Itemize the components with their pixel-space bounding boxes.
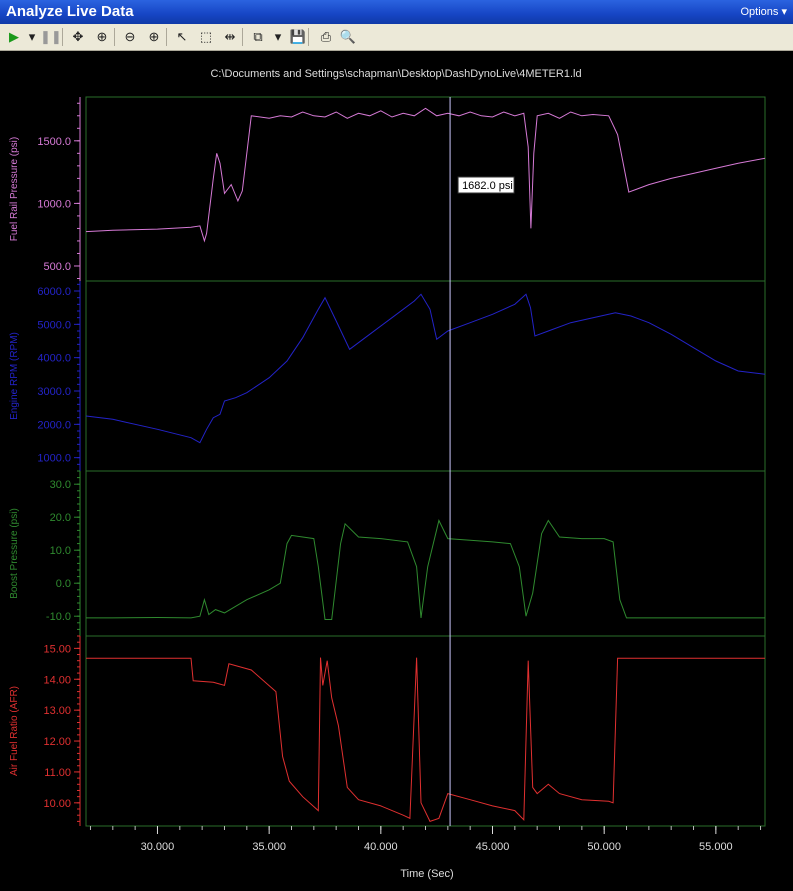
select-rect-icon[interactable]: ⬚ (199, 29, 213, 44)
y-tick-label: 10.0 (50, 545, 71, 557)
pan-icon[interactable]: ✥ (72, 29, 84, 44)
y-tick-label: 1000.0 (37, 453, 71, 465)
y-tick-label: 1000.0 (37, 198, 71, 210)
play-icon[interactable]: ▶ (9, 29, 19, 44)
play-dropdown-icon[interactable]: ▾ (28, 29, 36, 44)
y-tick-label: 1500.0 (37, 136, 71, 148)
toolbar-separator (166, 28, 167, 46)
print-preview-icon[interactable]: 🔍 (339, 29, 357, 44)
y-tick-label: 20.0 (50, 512, 71, 524)
chart-background (2, 51, 791, 886)
options-label: Options (740, 6, 779, 18)
y-tick-label: 0.0 (56, 578, 71, 590)
x-axis-label: Time (Sec) (400, 868, 453, 880)
y-axis-label: Boost Pressure (psi) (9, 508, 20, 599)
copy-icon[interactable]: ⧉ (253, 29, 263, 44)
x-tick-label: 55.000 (699, 841, 733, 853)
zoom-out-icon[interactable]: ⊖ (124, 29, 136, 44)
save-icon[interactable]: 💾 (289, 29, 307, 44)
y-tick-label: -10.0 (46, 611, 71, 623)
print-icon[interactable]: ⎙ (320, 29, 332, 44)
y-axis-label: Engine RPM (RPM) (9, 332, 20, 420)
cursor-value-label: 1682.0 psi (462, 180, 513, 192)
cursor-split-icon[interactable]: ⇹ (224, 29, 236, 44)
toolbar-separator (62, 28, 63, 46)
series-line-2 (86, 519, 765, 620)
panel-1: 1000.0 2000.0 3000.0 4000.0 5000.0 6000.0 Engi… (9, 280, 766, 472)
pause-icon[interactable]: ❚❚ (40, 29, 62, 44)
series-line-1 (85, 293, 766, 444)
x-tick-label: 35.000 (252, 841, 286, 853)
chart-title: C:\Documents and Settings\schapman\Deskt… (210, 68, 581, 80)
y-tick-label: 14.00 (43, 674, 71, 686)
y-axis-label: Fuel Rail Pressure (psi) (9, 137, 20, 241)
zoom-fit-icon[interactable]: ⊕ (96, 29, 108, 44)
y-tick-label: 3000.0 (37, 386, 71, 398)
y-tick-label: 10.00 (43, 798, 71, 810)
y-tick-label: 500.0 (43, 261, 71, 273)
x-tick-label: 40.000 (364, 841, 398, 853)
toolbar-separator (114, 28, 115, 46)
y-tick-label: 4000.0 (37, 353, 71, 365)
y-tick-label: 6000.0 (37, 286, 71, 298)
x-tick-label: 30.000 (141, 841, 175, 853)
window-title: Analyze Live Data (6, 3, 134, 20)
y-tick-label: 5000.0 (37, 319, 71, 331)
y-tick-label: 13.00 (43, 705, 71, 717)
window-titlebar: Analyze Live Data Options ▾ (0, 0, 793, 24)
toolbar-separator (242, 28, 243, 46)
chart-svg: C:\Documents and Settings\schapman\Deskt… (2, 51, 791, 886)
toolbar: ▶ ▾ ❚❚ ✥ ⊕ ⊖ ⊕ ↖ ⬚ ⇹ ⧉ ▾ 💾 ⎙ 🔍 (0, 24, 793, 51)
series-line-3 (86, 657, 765, 823)
x-tick-label: 45.000 (476, 841, 510, 853)
chart-area[interactable]: C:\Documents and Settings\schapman\Deskt… (0, 51, 793, 886)
toolbar-separator (308, 28, 309, 46)
y-tick-label: 30.0 (50, 479, 71, 491)
zoom-in-icon[interactable]: ⊕ (148, 29, 160, 44)
y-tick-label: 12.00 (43, 736, 71, 748)
y-tick-label: 15.00 (43, 643, 71, 655)
options-menu[interactable]: Options ▾ (740, 5, 787, 19)
y-tick-label: 11.00 (44, 767, 71, 779)
copy-dropdown-icon[interactable]: ▾ (274, 29, 282, 44)
chevron-down-icon: ▾ (781, 6, 787, 18)
series-line-0 (85, 107, 766, 243)
pointer-icon[interactable]: ↖ (176, 29, 188, 44)
x-tick-label: 50.000 (587, 841, 621, 853)
y-tick-label: 2000.0 (37, 419, 71, 431)
y-axis-label: Air Fuel Ratio (AFR) (9, 686, 20, 776)
cursor-value-box (457, 176, 515, 194)
